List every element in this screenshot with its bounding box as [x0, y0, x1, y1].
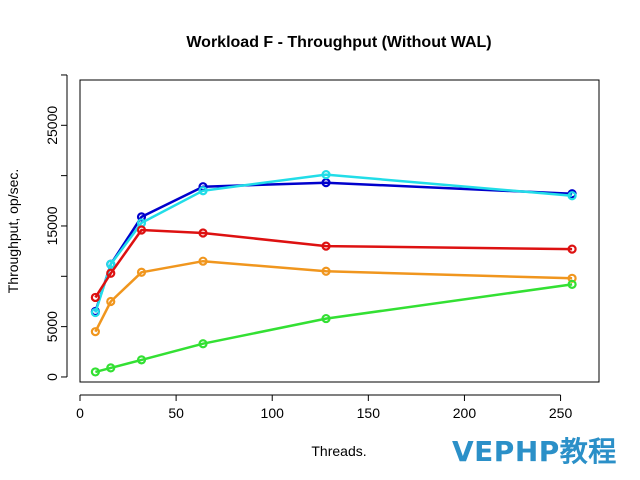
data-point [321, 170, 331, 180]
y-tick-label: 5000 [44, 311, 60, 342]
data-point [106, 259, 116, 269]
x-tick-label: 200 [453, 405, 477, 421]
data-point [198, 339, 208, 349]
data-point [198, 256, 208, 266]
data-point [567, 191, 577, 201]
x-tick-label: 50 [168, 405, 184, 421]
data-point [90, 307, 100, 318]
data-point [136, 355, 147, 365]
data-point [90, 292, 100, 303]
data-point [106, 296, 116, 307]
series-line [94, 173, 573, 313]
data-point [90, 367, 100, 377]
series-line [94, 259, 573, 333]
x-axis-label: Threads. [311, 443, 366, 459]
data-point [198, 186, 208, 196]
x-axis: 0 50 100 150 200 250 [76, 394, 573, 421]
data-point [567, 244, 577, 254]
data-point [321, 266, 331, 276]
series-line [94, 228, 573, 299]
series-3 [90, 225, 577, 303]
chart-title: Workload F - Throughput (Without WAL) [186, 34, 491, 51]
series-line [95, 283, 573, 374]
y-tick-label: 0 [44, 373, 60, 381]
data-point [106, 268, 116, 278]
data-point [321, 313, 331, 324]
x-tick-label: 0 [76, 405, 84, 421]
x-tick-label: 100 [261, 405, 285, 421]
data-point [198, 228, 208, 238]
data-point [90, 327, 100, 337]
series-layer [90, 170, 577, 377]
series-4 [90, 256, 577, 337]
series-5 [90, 279, 577, 377]
x-tick-label: 150 [357, 405, 381, 421]
data-point [136, 267, 147, 277]
y-tick-label: 25000 [44, 106, 60, 145]
x-tick-label: 250 [549, 405, 573, 421]
watermark-logo: VEPHP教程 [452, 435, 617, 468]
data-point [106, 363, 116, 373]
plot-frame [79, 79, 600, 383]
data-point [136, 225, 147, 235]
data-point [567, 279, 577, 289]
data-point [321, 241, 331, 251]
y-axis: 0 5000 15000 25000 [44, 74, 68, 381]
y-axis-label: Throughput, op/sec. [5, 169, 21, 294]
y-tick-label: 15000 [44, 206, 60, 245]
